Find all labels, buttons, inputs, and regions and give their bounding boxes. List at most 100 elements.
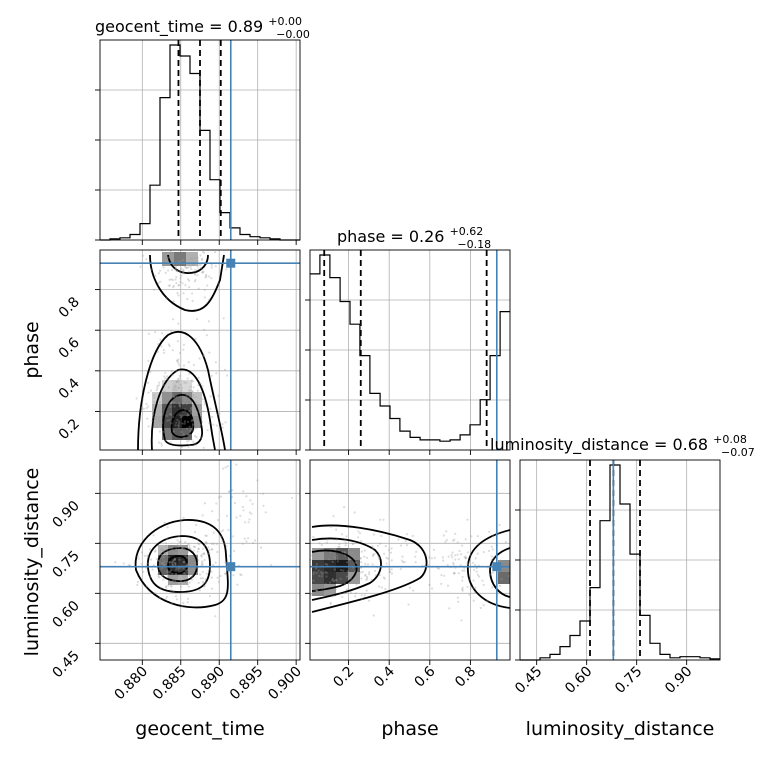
scatter-point	[142, 407, 145, 410]
scatter-point	[215, 372, 218, 375]
scatter-point	[183, 420, 187, 423]
scatter-point	[343, 554, 347, 557]
scatter-point	[188, 557, 191, 560]
scatter-point	[464, 556, 467, 559]
scatter-point	[164, 371, 167, 374]
scatter-point	[178, 364, 181, 367]
scatter-point	[366, 563, 370, 566]
scatter-point	[177, 549, 180, 552]
scatter-point	[174, 278, 177, 281]
density-cell	[182, 416, 192, 428]
scatter-point	[185, 427, 189, 430]
scatter-point	[147, 425, 150, 428]
scatter-point	[461, 588, 464, 591]
scatter-point	[214, 361, 217, 364]
scatter-point	[473, 591, 476, 594]
scatter-point	[182, 259, 185, 262]
scatter-point	[262, 504, 265, 507]
tick-label: 0.8	[452, 664, 479, 691]
scatter-point	[492, 556, 495, 559]
scatter-point	[163, 390, 166, 393]
scatter-point	[206, 429, 209, 432]
scatter-point	[482, 583, 485, 586]
scatter-point	[240, 574, 243, 577]
scatter-point	[216, 282, 219, 285]
scatter-point	[178, 424, 181, 427]
scatter-point	[366, 577, 369, 580]
scatter-point	[236, 583, 239, 586]
scatter-point	[162, 578, 165, 581]
scatter-point	[174, 563, 177, 567]
scatter-point	[197, 542, 200, 545]
scatter-point	[160, 561, 163, 565]
scatter-point	[490, 558, 493, 562]
scatter-point	[254, 539, 257, 542]
scatter-point	[222, 529, 225, 532]
scatter-point	[399, 567, 402, 571]
histogram-phase	[310, 254, 510, 442]
scatter-point	[175, 546, 178, 549]
scatter-point	[192, 569, 195, 572]
scatter-point	[220, 530, 223, 533]
scatter-point	[270, 564, 273, 567]
scatter-point	[191, 299, 194, 302]
scatter-point	[200, 555, 203, 558]
scatter-point	[172, 415, 175, 419]
scatter-point	[171, 269, 174, 272]
scatter-point	[191, 406, 194, 410]
scatter-point	[328, 581, 332, 584]
scatter-point	[177, 294, 180, 297]
scatter-point	[382, 576, 385, 579]
scatter-point	[151, 568, 154, 571]
scatter-point	[188, 547, 191, 550]
scatter-point	[183, 573, 186, 576]
contour-line	[311, 524, 428, 613]
scatter-point	[474, 587, 477, 590]
scatter-point	[171, 260, 175, 263]
scatter-point	[210, 548, 213, 551]
scatter-point	[171, 547, 174, 550]
scatter-point	[203, 328, 206, 332]
scatter-point	[321, 587, 324, 590]
scatter-point	[360, 594, 363, 597]
scatter-point	[248, 511, 251, 514]
scatter-point	[128, 564, 132, 567]
density-cell	[192, 392, 202, 404]
scatter-point	[173, 395, 176, 399]
scatter-point	[389, 551, 392, 554]
scatter-point	[188, 433, 192, 436]
scatter-point	[401, 559, 404, 562]
scatter-point	[466, 551, 470, 554]
scatter-point	[490, 555, 493, 558]
scatter-point	[179, 579, 182, 583]
scatter-point	[206, 284, 209, 287]
scatter-point	[177, 567, 180, 570]
scatter-point	[178, 270, 182, 274]
scatter-point	[216, 576, 219, 579]
scatter-point	[192, 394, 195, 397]
scatter-point	[187, 585, 190, 588]
scatter-point	[159, 280, 162, 283]
scatter-point	[184, 541, 187, 544]
scatter-point	[156, 387, 159, 390]
scatter-point	[175, 598, 179, 601]
scatter-point	[147, 391, 150, 394]
scatter-point	[192, 440, 195, 443]
scatter-point	[170, 278, 173, 281]
scatter-point	[247, 521, 250, 524]
scatter-point	[182, 348, 185, 351]
scatter-point	[149, 370, 152, 374]
scatter-point	[186, 414, 189, 417]
tick-label: 0.45	[49, 648, 82, 681]
scatter-point	[166, 595, 169, 598]
scatter-point	[177, 322, 180, 325]
density-cell	[348, 572, 360, 584]
scatter-point	[314, 567, 318, 570]
scatter-point	[454, 532, 457, 536]
scatter-point	[160, 444, 164, 447]
scatter-point	[204, 534, 207, 537]
scatter-point	[397, 538, 400, 541]
scatter-point	[497, 532, 500, 535]
scatter-point	[200, 258, 203, 261]
scatter-point	[411, 534, 414, 538]
